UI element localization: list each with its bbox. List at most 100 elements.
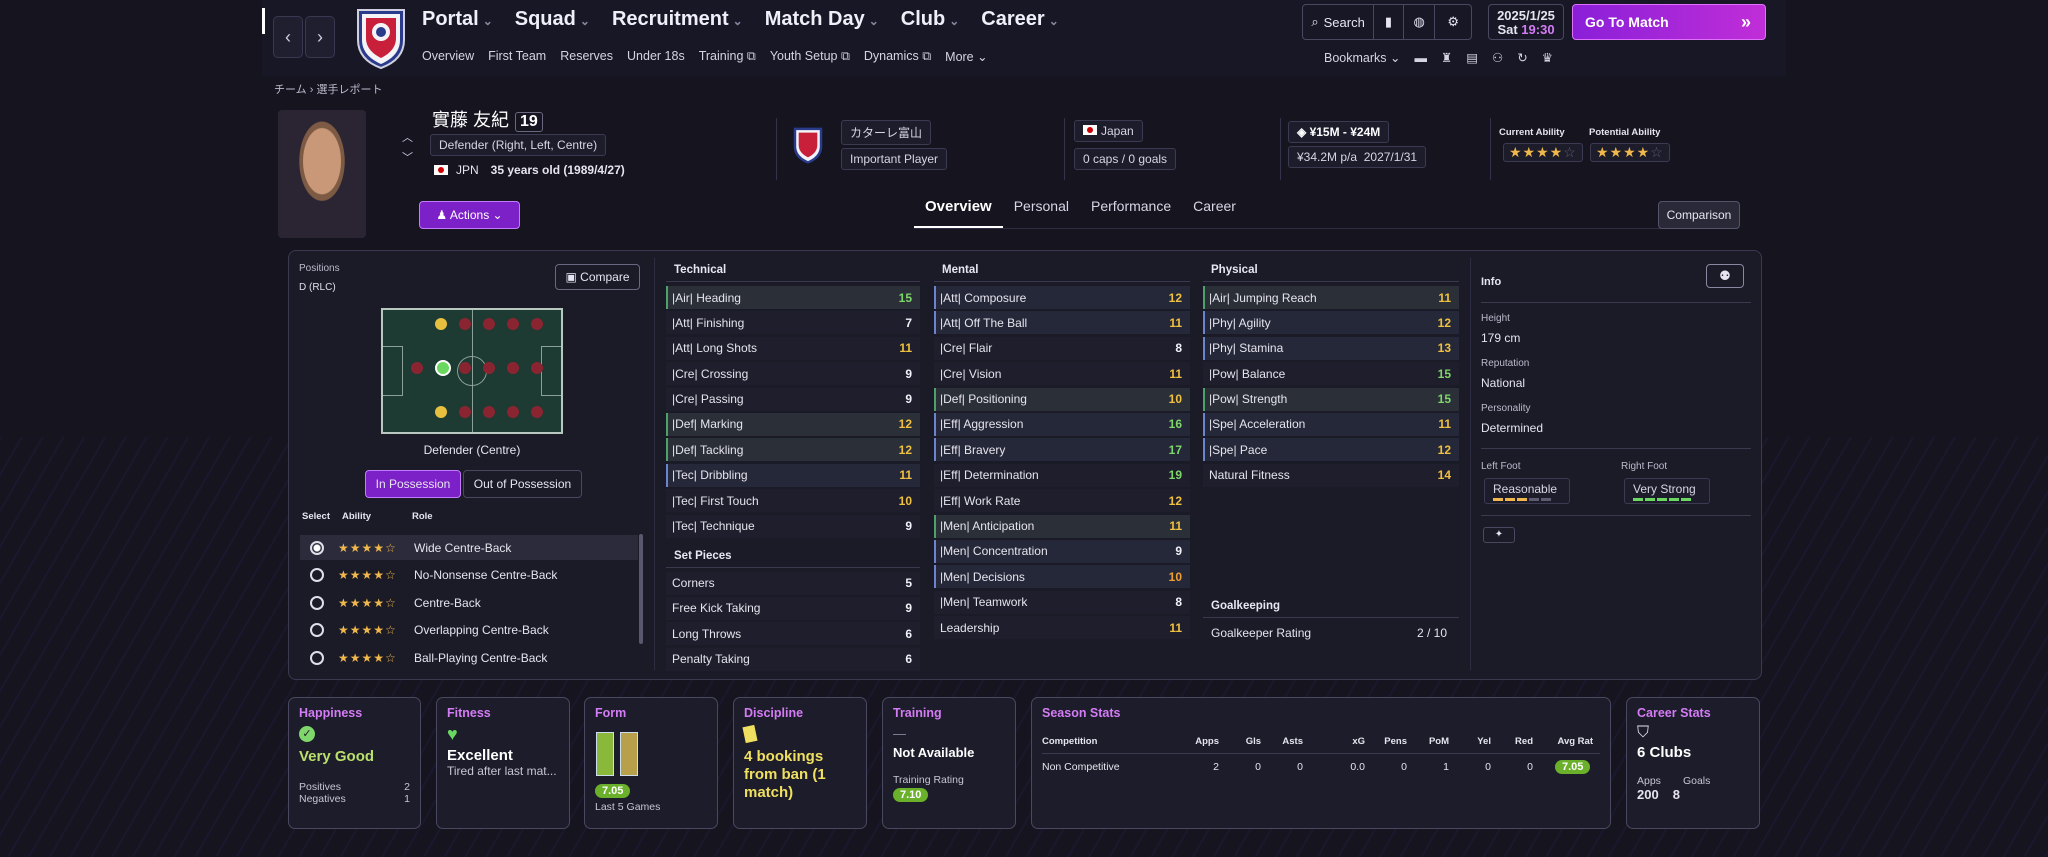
- role-row[interactable]: ★★★★☆ Ball-Playing Centre-Back: [300, 645, 638, 670]
- attribute-row[interactable]: |Tec| Technique 9: [666, 514, 920, 538]
- attribute-row[interactable]: |Air| Heading 15: [666, 286, 920, 309]
- compare-button[interactable]: ▣ Compare: [555, 264, 640, 290]
- attribute-row[interactable]: |Pow| Balance 15: [1203, 362, 1459, 386]
- globe-button[interactable]: ◍: [1404, 5, 1436, 39]
- attribute-row[interactable]: Free Kick Taking 9: [666, 596, 920, 620]
- attribute-row[interactable]: |Spe| Acceleration 11: [1203, 412, 1459, 436]
- season-stats-card[interactable]: Season Stats Competition Apps Gls Asts xG Pen…: [1031, 697, 1611, 829]
- role-radio[interactable]: [310, 623, 324, 637]
- position-dot[interactable]: [483, 318, 495, 330]
- tab-career[interactable]: Career: [1193, 198, 1236, 214]
- sparkle-button[interactable]: ✦: [1483, 527, 1515, 543]
- attribute-row[interactable]: |Eff| Bravery 17: [934, 438, 1190, 462]
- out-of-possession-button[interactable]: Out of Possession: [463, 470, 582, 498]
- form-card[interactable]: Form 7.05 Last 5 Games: [584, 697, 718, 829]
- go-to-match-button[interactable]: Go To Match »: [1572, 4, 1766, 40]
- attribute-row[interactable]: Penalty Taking 6: [666, 647, 920, 671]
- attribute-row[interactable]: |Att| Long Shots 11: [666, 336, 920, 360]
- attribute-row[interactable]: |Cre| Passing 9: [666, 387, 920, 411]
- shirt-icon[interactable]: ♜: [1440, 51, 1453, 65]
- date-box[interactable]: 2025/1/25 Sat 19:30: [1488, 4, 1564, 40]
- attribute-row[interactable]: |Cre| Flair 8: [934, 336, 1190, 360]
- position-dot[interactable]: [459, 318, 471, 330]
- subnav-item[interactable]: First Team: [488, 49, 547, 63]
- role-row[interactable]: ★★★★☆ Wide Centre-Back: [300, 535, 638, 560]
- position-dot[interactable]: [483, 406, 495, 418]
- attribute-row[interactable]: |Phy| Stamina 13: [1203, 336, 1459, 360]
- forward-button[interactable]: ›: [305, 16, 335, 58]
- nav-item-portal[interactable]: Portal ⌄: [422, 8, 493, 31]
- attribute-row[interactable]: Long Throws 6: [666, 622, 920, 646]
- attribute-row[interactable]: |Men| Concentration 9: [934, 539, 1190, 563]
- info-toggle-button[interactable]: ⚉: [1706, 264, 1744, 288]
- attribute-row[interactable]: |Eff| Aggression 16: [934, 412, 1190, 436]
- position-dot[interactable]: [435, 318, 447, 330]
- attribute-row[interactable]: |Def| Positioning 10: [934, 387, 1190, 411]
- subnav-item[interactable]: More ⌄: [945, 50, 988, 64]
- trophy-icon[interactable]: ♛: [1541, 51, 1553, 65]
- subnav-item[interactable]: Overview: [422, 49, 475, 63]
- attribute-row[interactable]: |Att| Finishing 7: [666, 311, 920, 335]
- position-dot[interactable]: [531, 362, 543, 374]
- attribute-row[interactable]: |Eff| Determination 19: [934, 463, 1190, 487]
- happiness-card[interactable]: Happiness ✓ Very Good Positives 2 Negativ…: [288, 697, 421, 829]
- role-radio[interactable]: [310, 595, 324, 610]
- attribute-row[interactable]: |Men| Anticipation 11: [934, 514, 1190, 538]
- attribute-row[interactable]: |Air| Jumping Reach 11: [1203, 286, 1459, 309]
- chevron-up-icon[interactable]: ︿: [402, 132, 413, 144]
- clipboard-icon[interactable]: ▤: [1466, 51, 1479, 65]
- position-dot[interactable]: [483, 362, 495, 374]
- fitness-card[interactable]: Fitness ♥ Excellent Tired after last mat…: [436, 697, 570, 829]
- attribute-row[interactable]: |Att| Composure 12: [934, 286, 1190, 309]
- chevron-down-icon[interactable]: ﹀: [402, 152, 413, 164]
- club-crest-icon[interactable]: [352, 6, 410, 70]
- position-dot[interactable]: [531, 406, 543, 418]
- attribute-row[interactable]: |Pow| Strength 15: [1203, 387, 1459, 411]
- nav-item-career[interactable]: Career ⌄: [981, 8, 1058, 31]
- subnav-item[interactable]: Youth Setup ⧉: [769, 49, 850, 63]
- tab-performance[interactable]: Performance: [1090, 198, 1172, 214]
- settings-button[interactable]: ⚙: [1435, 5, 1471, 39]
- club-crest-small-icon[interactable]: [790, 124, 826, 166]
- attribute-row[interactable]: Leadership 11: [934, 616, 1190, 640]
- role-radio[interactable]: [310, 650, 324, 665]
- attribute-row[interactable]: Corners 5: [666, 571, 920, 595]
- subnav-item[interactable]: Reserves: [560, 49, 614, 63]
- breadcrumb[interactable]: チーム › 選手レポート: [274, 84, 383, 96]
- nav-item-club[interactable]: Club ⌄: [901, 8, 960, 31]
- role-row[interactable]: ★★★★☆ Centre-Back: [300, 590, 638, 615]
- position-dot[interactable]: [507, 406, 519, 418]
- attribute-row[interactable]: |Eff| Work Rate 12: [934, 489, 1190, 513]
- actions-button[interactable]: ♟ Actions ⌄: [419, 201, 520, 229]
- player-switch-arrows[interactable]: ︿ ﹀: [402, 128, 413, 168]
- career-stats-card[interactable]: Career Stats ⛉ 6 Clubs Apps Goals 200 8: [1626, 697, 1760, 829]
- subnav-item[interactable]: Training ⧉: [698, 49, 756, 63]
- search-button[interactable]: ⌕ Search: [1303, 5, 1375, 39]
- discipline-card[interactable]: Discipline 4 bookings from ban (1 match): [733, 697, 867, 829]
- position-dot[interactable]: [459, 362, 471, 374]
- tab-personal[interactable]: Personal: [1013, 198, 1069, 214]
- nav-item-squad[interactable]: Squad ⌄: [515, 8, 590, 31]
- attribute-row[interactable]: |Tec| First Touch 10: [666, 489, 920, 513]
- roles-scrollbar[interactable]: [639, 534, 643, 644]
- position-dot[interactable]: [435, 406, 447, 418]
- role-row[interactable]: ★★★★☆ Overlapping Centre-Back: [300, 618, 638, 643]
- position-dot[interactable]: [507, 318, 519, 330]
- attribute-row[interactable]: |Def| Marking 12: [666, 412, 920, 436]
- bookmark-button[interactable]: ▮: [1374, 5, 1404, 39]
- attribute-row[interactable]: |Def| Tackling 12: [666, 438, 920, 462]
- attribute-row[interactable]: |Phy| Agility 12: [1203, 311, 1459, 335]
- subnav-item[interactable]: Under 18s: [627, 49, 685, 63]
- nav-item-match-day[interactable]: Match Day ⌄: [765, 8, 879, 31]
- role-radio[interactable]: [310, 540, 324, 555]
- position-dot[interactable]: [459, 406, 471, 418]
- attribute-row[interactable]: |Cre| Vision 11: [934, 362, 1190, 386]
- attribute-row[interactable]: Natural Fitness 14: [1203, 463, 1459, 487]
- club-name[interactable]: カターレ富山: [841, 120, 932, 145]
- subnav-item[interactable]: Dynamics ⧉: [863, 49, 932, 63]
- tab-overview[interactable]: Overview: [914, 198, 1003, 228]
- training-card[interactable]: Training — Not Available Training Rating…: [882, 697, 1016, 829]
- attribute-row[interactable]: |Tec| Dribbling 11: [666, 463, 920, 487]
- position-dot[interactable]: [411, 362, 423, 374]
- role-row[interactable]: ★★★★☆ No-Nonsense Centre-Back: [300, 563, 638, 588]
